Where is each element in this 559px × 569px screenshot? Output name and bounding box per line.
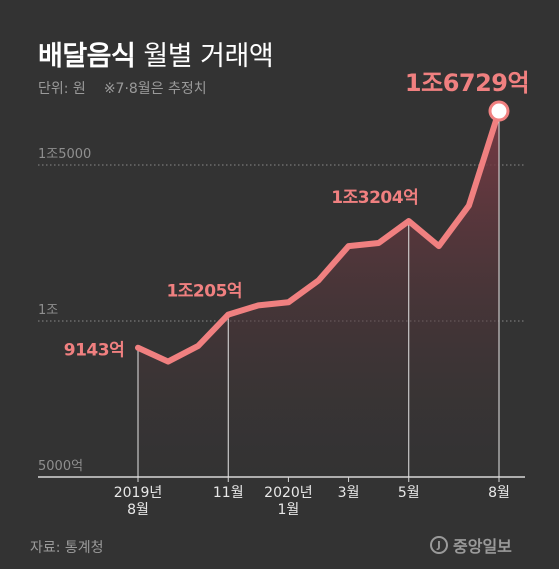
publisher-name: 중앙일보 (453, 537, 512, 556)
data-label: 1조6729억 (405, 69, 529, 97)
chart-title: 배달음식 월별 거래액 (38, 34, 274, 73)
x-tick-label: 2019년 (114, 485, 163, 501)
data-label: 1조205억 (166, 282, 242, 302)
title-rest: 월별 거래액 (143, 41, 274, 72)
title-bold: 배달음식 (38, 41, 136, 72)
unit-label: 단위: 원 (38, 81, 86, 97)
x-tick-label: 2020년 (264, 485, 313, 501)
highlight-point (488, 100, 510, 122)
publisher-logo: J 중앙일보 (430, 533, 512, 557)
chart-subtitle: 단위: 원 ※7·8월은 추정치 (38, 78, 207, 98)
x-tick-label: 11월 (213, 485, 244, 501)
y-tick-label: 5000억 (38, 459, 83, 474)
series-line (135, 108, 502, 365)
estimate-note: ※7·8월은 추정치 (103, 81, 207, 97)
source-label: 자료: 통계청 (30, 540, 104, 556)
x-tick-label: 8월 (488, 485, 510, 501)
x-tick-label: 5월 (398, 485, 420, 501)
data-label: 1조3204억 (331, 188, 418, 208)
x-tick-label: 3월 (338, 485, 360, 501)
data-label: 9143억 (64, 341, 124, 361)
x-tick-label: 8월 (127, 502, 149, 518)
y-tick-label: 1조 (38, 303, 58, 318)
y-tick-label: 1조5000 (38, 147, 91, 162)
x-tick-label: 1월 (278, 502, 300, 518)
joongang-logo-icon: J (430, 536, 448, 554)
